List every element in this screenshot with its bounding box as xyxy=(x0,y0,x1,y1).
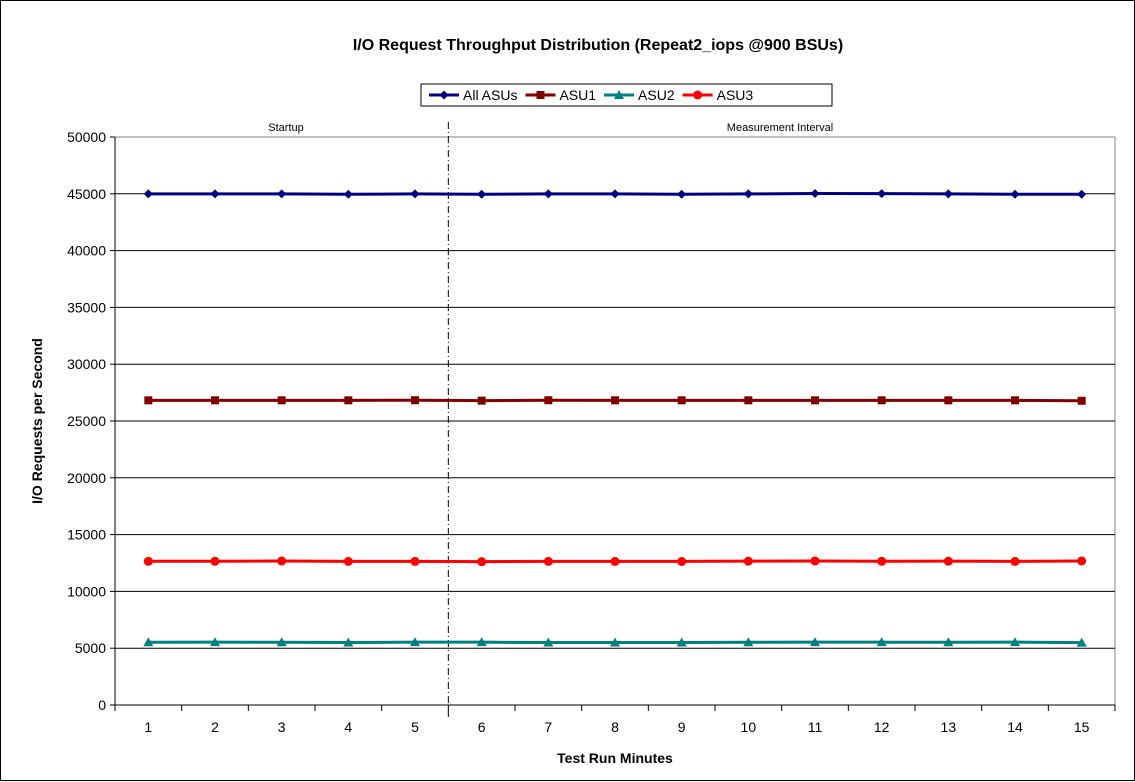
data-point-asu1 xyxy=(811,396,819,404)
data-point-asu3 xyxy=(611,557,620,566)
data-point-asu1 xyxy=(878,396,886,404)
legend-label-all-asus: All ASUs xyxy=(463,87,517,103)
data-point-asu1 xyxy=(144,396,152,404)
x-tick-label: 4 xyxy=(344,719,352,735)
data-point-asu3 xyxy=(477,557,486,566)
x-axis-label: Test Run Minutes xyxy=(557,750,673,766)
data-point-asu3 xyxy=(277,556,286,565)
x-tick-label: 2 xyxy=(211,719,219,735)
y-tick-label: 25000 xyxy=(67,413,106,429)
data-point-asu1 xyxy=(211,396,219,404)
plot-area: 0 5000 10000 15000 20000 25000 30000 35000 40000… xyxy=(67,122,1115,735)
data-point-asu1 xyxy=(344,396,352,404)
y-tick-label: 0 xyxy=(98,697,106,713)
x-tick-label: 15 xyxy=(1074,719,1090,735)
x-tick-label: 13 xyxy=(941,719,957,735)
data-point-asu3 xyxy=(877,557,886,566)
data-point-asu3 xyxy=(344,557,353,566)
data-point-asu3 xyxy=(1077,556,1086,565)
measurement-section-label: Measurement Interval xyxy=(727,122,833,134)
data-point-asu3 xyxy=(411,557,420,566)
data-point-asu1 xyxy=(678,396,686,404)
x-tick-label: 7 xyxy=(544,719,552,735)
x-tick-label: 9 xyxy=(678,719,686,735)
x-tick-label: 11 xyxy=(808,719,823,735)
x-tick-label: 10 xyxy=(741,719,757,735)
data-point-asu1 xyxy=(411,396,419,404)
y-tick-label: 30000 xyxy=(67,356,106,372)
data-point-asu3 xyxy=(544,557,553,566)
x-tick-label: 5 xyxy=(411,719,419,735)
legend: All ASUs ASU1 ASU2 ASU3 xyxy=(421,84,832,106)
y-tick-label: 35000 xyxy=(67,299,106,315)
data-point-asu1 xyxy=(944,396,952,404)
y-tick-label: 45000 xyxy=(67,186,106,202)
data-point-asu1 xyxy=(1078,397,1086,405)
x-tick-label: 6 xyxy=(478,719,486,735)
x-tick-label: 8 xyxy=(611,719,619,735)
legend-marker-asu1 xyxy=(536,91,544,99)
legend-marker-asu3 xyxy=(693,91,702,100)
data-point-asu1 xyxy=(611,396,619,404)
y-tick-label: 10000 xyxy=(67,583,106,599)
x-tick-label: 14 xyxy=(1007,719,1023,735)
legend-label-asu1: ASU1 xyxy=(559,87,596,103)
legend-label-asu3: ASU3 xyxy=(717,87,754,103)
data-point-asu1 xyxy=(1011,396,1019,404)
data-point-asu3 xyxy=(211,557,220,566)
x-tick-label: 12 xyxy=(874,719,890,735)
data-point-asu3 xyxy=(144,557,153,566)
y-tick-label: 15000 xyxy=(67,527,106,543)
x-tick-label: 1 xyxy=(144,719,152,735)
x-tick-label: 3 xyxy=(278,719,286,735)
data-point-asu1 xyxy=(544,396,552,404)
data-point-asu1 xyxy=(478,397,486,405)
legend-label-asu2: ASU2 xyxy=(638,87,675,103)
data-point-asu3 xyxy=(944,557,953,566)
data-point-asu3 xyxy=(1011,557,1020,566)
data-point-asu3 xyxy=(811,556,820,565)
data-point-asu3 xyxy=(677,557,686,566)
y-tick-label: 40000 xyxy=(67,243,106,259)
y-axis-label: I/O Requests per Second xyxy=(29,338,45,504)
data-point-asu1 xyxy=(278,396,286,404)
startup-section-label: Startup xyxy=(268,122,303,134)
data-point-asu3 xyxy=(744,557,753,566)
y-tick-label: 5000 xyxy=(75,640,106,656)
data-point-asu1 xyxy=(744,396,752,404)
chart-title: I/O Request Throughput Distribution (Rep… xyxy=(353,37,843,54)
y-tick-label: 50000 xyxy=(67,129,106,145)
y-tick-label: 20000 xyxy=(67,470,106,486)
